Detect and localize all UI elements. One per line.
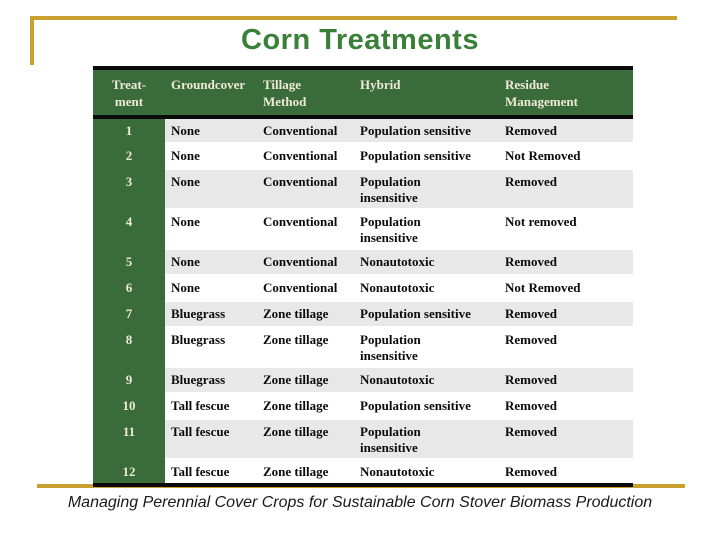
cell-groundcover: Bluegrass xyxy=(165,327,257,368)
cell-groundcover: None xyxy=(165,117,257,144)
table-row: 8 Bluegrass Zone tillage Population inse… xyxy=(93,327,633,368)
cell-treatment-number: 11 xyxy=(93,419,165,460)
cell-hybrid: Population sensitive xyxy=(354,143,499,170)
cell-groundcover: Tall fescue xyxy=(165,459,257,485)
cell-tillage: Zone tillage xyxy=(257,367,354,394)
col-header-tillage: Tillage Method xyxy=(257,68,354,119)
cell-treatment-number: 5 xyxy=(93,249,165,276)
table-header-row: Treat- ment Groundcover Tillage Method H… xyxy=(93,68,633,119)
table-row: 10 Tall fescue Zone tillage Population s… xyxy=(93,393,633,420)
cell-hybrid: Population insensitive xyxy=(354,169,499,210)
cell-residue: Removed xyxy=(499,169,633,210)
cell-hybrid: Nonautotoxic xyxy=(354,367,499,394)
cell-treatment-number: 4 xyxy=(93,209,165,250)
cell-residue: Removed xyxy=(499,301,633,328)
cell-treatment-number: 7 xyxy=(93,301,165,328)
table-row: 2 None Conventional Population sensitive… xyxy=(93,143,633,170)
cell-residue: Not Removed xyxy=(499,275,633,302)
cell-tillage: Conventional xyxy=(257,249,354,276)
cell-groundcover: None xyxy=(165,209,257,250)
cell-hybrid: Population sensitive xyxy=(354,117,499,144)
cell-residue: Removed xyxy=(499,117,633,144)
cell-treatment-number: 8 xyxy=(93,327,165,368)
cell-residue: Removed xyxy=(499,249,633,276)
table-row: 7 Bluegrass Zone tillage Population sens… xyxy=(93,301,633,328)
cell-groundcover: None xyxy=(165,275,257,302)
table-body: 1 None Conventional Population sensitive… xyxy=(93,117,633,485)
cell-residue: Not removed xyxy=(499,209,633,250)
cell-treatment-number: 1 xyxy=(93,117,165,144)
col-header-residue: Residue Management xyxy=(499,68,633,119)
cell-tillage: Conventional xyxy=(257,117,354,144)
cell-hybrid: Nonautotoxic xyxy=(354,249,499,276)
cell-hybrid: Nonautotoxic xyxy=(354,459,499,485)
cell-hybrid: Nonautotoxic xyxy=(354,275,499,302)
cell-hybrid: Population insensitive xyxy=(354,209,499,250)
cell-treatment-number: 12 xyxy=(93,459,165,485)
cell-groundcover: Bluegrass xyxy=(165,367,257,394)
cell-residue: Removed xyxy=(499,367,633,394)
table-row: 9 Bluegrass Zone tillage Nonautotoxic Re… xyxy=(93,367,633,394)
cell-residue: Not Removed xyxy=(499,143,633,170)
cell-groundcover: None xyxy=(165,249,257,276)
col-header-groundcover: Groundcover xyxy=(165,68,257,119)
cell-residue: Removed xyxy=(499,419,633,460)
page-title: Corn Treatments xyxy=(241,24,479,56)
cell-tillage: Zone tillage xyxy=(257,301,354,328)
cell-hybrid: Population sensitive xyxy=(354,393,499,420)
table-row: 1 None Conventional Population sensitive… xyxy=(93,117,633,144)
col-header-hybrid: Hybrid xyxy=(354,68,499,119)
cell-tillage: Zone tillage xyxy=(257,459,354,485)
cell-tillage: Conventional xyxy=(257,209,354,250)
cell-treatment-number: 6 xyxy=(93,275,165,302)
cell-residue: Removed xyxy=(499,327,633,368)
cell-hybrid: Population insensitive xyxy=(354,419,499,460)
cell-tillage: Zone tillage xyxy=(257,327,354,368)
treatments-table-container: Treat- ment Groundcover Tillage Method H… xyxy=(93,66,633,487)
cell-groundcover: None xyxy=(165,143,257,170)
cell-tillage: Conventional xyxy=(257,143,354,170)
table-row: 4 None Conventional Population insensiti… xyxy=(93,209,633,250)
cell-residue: Removed xyxy=(499,393,633,420)
cell-tillage: Zone tillage xyxy=(257,393,354,420)
table-row: 12 Tall fescue Zone tillage Nonautotoxic… xyxy=(93,459,633,485)
gold-line-left xyxy=(30,16,34,65)
table-row: 6 None Conventional Nonautotoxic Not Rem… xyxy=(93,275,633,302)
cell-groundcover: Bluegrass xyxy=(165,301,257,328)
col-header-treatment: Treat- ment xyxy=(93,68,165,119)
cell-residue: Removed xyxy=(499,459,633,485)
cell-treatment-number: 2 xyxy=(93,143,165,170)
table-header: Treat- ment Groundcover Tillage Method H… xyxy=(93,68,633,119)
cell-hybrid: Population insensitive xyxy=(354,327,499,368)
cell-tillage: Zone tillage xyxy=(257,419,354,460)
cell-tillage: Conventional xyxy=(257,275,354,302)
treatments-table: Treat- ment Groundcover Tillage Method H… xyxy=(93,66,633,487)
table-row: 5 None Conventional Nonautotoxic Removed xyxy=(93,249,633,276)
slide-caption: Managing Perennial Cover Crops for Susta… xyxy=(67,494,653,511)
cell-treatment-number: 9 xyxy=(93,367,165,394)
table-row: 11 Tall fescue Zone tillage Population i… xyxy=(93,419,633,460)
cell-treatment-number: 10 xyxy=(93,393,165,420)
cell-groundcover: Tall fescue xyxy=(165,419,257,460)
cell-hybrid: Population sensitive xyxy=(354,301,499,328)
cell-groundcover: None xyxy=(165,169,257,210)
cell-tillage: Conventional xyxy=(257,169,354,210)
cell-groundcover: Tall fescue xyxy=(165,393,257,420)
table-row: 3 None Conventional Population insensiti… xyxy=(93,169,633,210)
gold-line-top xyxy=(30,16,677,20)
cell-treatment-number: 3 xyxy=(93,169,165,210)
